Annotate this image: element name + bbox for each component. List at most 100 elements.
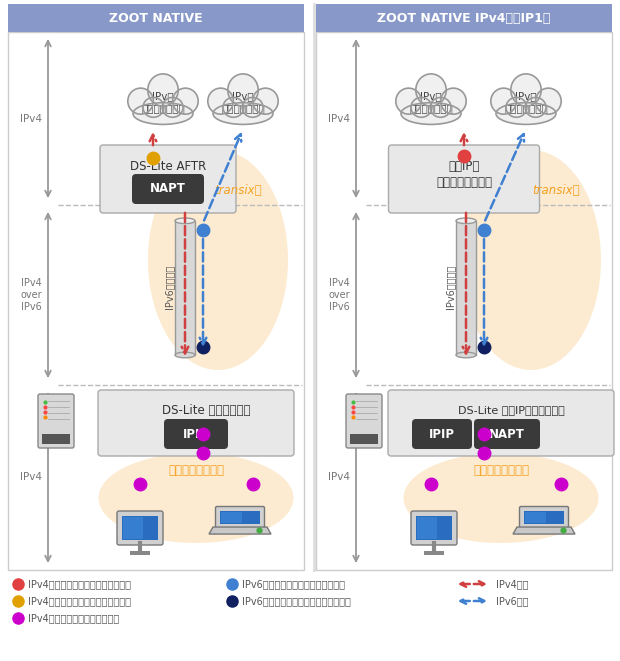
Ellipse shape bbox=[456, 352, 476, 358]
FancyBboxPatch shape bbox=[216, 506, 265, 529]
Ellipse shape bbox=[536, 88, 561, 114]
Polygon shape bbox=[513, 527, 575, 534]
FancyBboxPatch shape bbox=[520, 506, 569, 529]
FancyBboxPatch shape bbox=[100, 145, 236, 213]
FancyBboxPatch shape bbox=[411, 511, 457, 545]
Bar bbox=[122, 516, 158, 540]
Ellipse shape bbox=[242, 97, 263, 117]
Bar bbox=[123, 517, 143, 539]
Text: IPv６
インターネット: IPv６ インターネット bbox=[504, 91, 548, 113]
Text: IPv4アドレス（グローバル、固定）: IPv4アドレス（グローバル、固定） bbox=[28, 579, 131, 589]
Text: IPIP: IPIP bbox=[183, 428, 209, 440]
Bar bbox=[220, 511, 260, 524]
Text: IPv4
over
IPv6: IPv4 over IPv6 bbox=[329, 278, 350, 311]
Ellipse shape bbox=[162, 97, 183, 117]
FancyBboxPatch shape bbox=[389, 145, 539, 213]
Text: DS-Lite AFTR: DS-Lite AFTR bbox=[130, 159, 206, 173]
Ellipse shape bbox=[252, 88, 278, 114]
Ellipse shape bbox=[143, 97, 164, 117]
Text: transix網: transix網 bbox=[532, 184, 580, 196]
FancyBboxPatch shape bbox=[38, 394, 74, 448]
Ellipse shape bbox=[148, 74, 178, 106]
FancyBboxPatch shape bbox=[346, 394, 382, 448]
Bar bbox=[525, 512, 546, 523]
Text: IPIP: IPIP bbox=[429, 428, 455, 440]
Ellipse shape bbox=[430, 97, 451, 117]
Ellipse shape bbox=[506, 97, 527, 117]
Ellipse shape bbox=[213, 102, 273, 124]
Bar bbox=[316, 32, 612, 570]
FancyBboxPatch shape bbox=[474, 419, 540, 449]
Text: IPv4: IPv4 bbox=[20, 473, 42, 483]
Ellipse shape bbox=[99, 453, 293, 543]
Ellipse shape bbox=[401, 102, 461, 124]
FancyBboxPatch shape bbox=[42, 434, 70, 444]
Text: NAPT: NAPT bbox=[489, 428, 525, 440]
Ellipse shape bbox=[491, 88, 516, 114]
Text: IPv４
インターネット: IPv４ インターネット bbox=[409, 91, 453, 113]
Bar bbox=[130, 551, 150, 555]
Bar bbox=[524, 511, 564, 524]
Ellipse shape bbox=[128, 88, 153, 114]
Ellipse shape bbox=[133, 102, 193, 124]
FancyBboxPatch shape bbox=[412, 419, 472, 449]
Ellipse shape bbox=[228, 74, 258, 106]
Text: IPv4: IPv4 bbox=[328, 114, 350, 124]
Ellipse shape bbox=[496, 102, 556, 124]
Text: DS-Lite 対応ルーター: DS-Lite 対応ルーター bbox=[162, 403, 250, 416]
Text: IPv6アドレス（グローバル、半固定）: IPv6アドレス（グローバル、半固定） bbox=[242, 596, 351, 606]
Bar bbox=[8, 32, 304, 570]
Polygon shape bbox=[209, 527, 271, 534]
Ellipse shape bbox=[525, 97, 546, 117]
Text: transix網: transix網 bbox=[214, 184, 262, 196]
Text: ZOOT NATIVE: ZOOT NATIVE bbox=[109, 11, 203, 24]
FancyBboxPatch shape bbox=[388, 390, 614, 456]
Bar bbox=[8, 4, 304, 32]
Bar bbox=[175, 221, 195, 355]
Bar bbox=[417, 517, 437, 539]
Text: DS-Lite 固定IP対応ルーター: DS-Lite 固定IP対応ルーター bbox=[458, 405, 564, 415]
Text: IPv４
インターネット: IPv４ インターネット bbox=[141, 91, 185, 113]
Text: ZOOT NATIVE IPv4固定IP1個: ZOOT NATIVE IPv4固定IP1個 bbox=[378, 11, 551, 24]
Text: トンネル終端装置: トンネル終端装置 bbox=[436, 176, 492, 190]
FancyBboxPatch shape bbox=[117, 511, 163, 545]
Ellipse shape bbox=[441, 88, 466, 114]
Text: IPv6トンネル: IPv6トンネル bbox=[445, 264, 455, 309]
Ellipse shape bbox=[416, 74, 446, 106]
Text: IPv4: IPv4 bbox=[20, 114, 42, 124]
Bar bbox=[424, 551, 444, 555]
Ellipse shape bbox=[175, 352, 195, 358]
Text: NAPT: NAPT bbox=[150, 182, 186, 196]
Bar bbox=[316, 4, 612, 32]
Ellipse shape bbox=[456, 218, 476, 223]
Bar bbox=[456, 221, 476, 355]
Ellipse shape bbox=[172, 88, 198, 114]
Ellipse shape bbox=[396, 88, 422, 114]
Text: 宅内ネットワーク: 宅内ネットワーク bbox=[473, 463, 529, 477]
Text: 宅内ネットワーク: 宅内ネットワーク bbox=[168, 463, 224, 477]
Ellipse shape bbox=[411, 97, 432, 117]
Text: IPv6通信: IPv6通信 bbox=[496, 596, 528, 606]
Text: 固定IP用: 固定IP用 bbox=[448, 159, 480, 173]
Ellipse shape bbox=[511, 74, 541, 106]
FancyBboxPatch shape bbox=[98, 390, 294, 456]
Ellipse shape bbox=[175, 218, 195, 223]
Text: IPv4
over
IPv6: IPv4 over IPv6 bbox=[20, 278, 42, 311]
Ellipse shape bbox=[148, 150, 288, 370]
Text: IPv4通信: IPv4通信 bbox=[496, 579, 528, 589]
Text: IPv4アドレス（プライベート）: IPv4アドレス（プライベート） bbox=[28, 613, 119, 623]
Text: IPv6トンネル: IPv6トンネル bbox=[164, 264, 174, 309]
Ellipse shape bbox=[208, 88, 233, 114]
FancyBboxPatch shape bbox=[132, 174, 204, 204]
Ellipse shape bbox=[404, 453, 598, 543]
Text: IPv4: IPv4 bbox=[328, 473, 350, 483]
Bar bbox=[416, 516, 452, 540]
Ellipse shape bbox=[461, 150, 601, 370]
FancyBboxPatch shape bbox=[164, 419, 228, 449]
Text: IPv6アドレス（グローバル、固定）: IPv6アドレス（グローバル、固定） bbox=[242, 579, 345, 589]
Ellipse shape bbox=[223, 97, 244, 117]
FancyBboxPatch shape bbox=[350, 434, 378, 444]
Bar bbox=[221, 512, 242, 523]
Text: IPv６
インターネット: IPv６ インターネット bbox=[221, 91, 265, 113]
Text: IPv4アドレス（グローバル、動的）: IPv4アドレス（グローバル、動的） bbox=[28, 596, 131, 606]
